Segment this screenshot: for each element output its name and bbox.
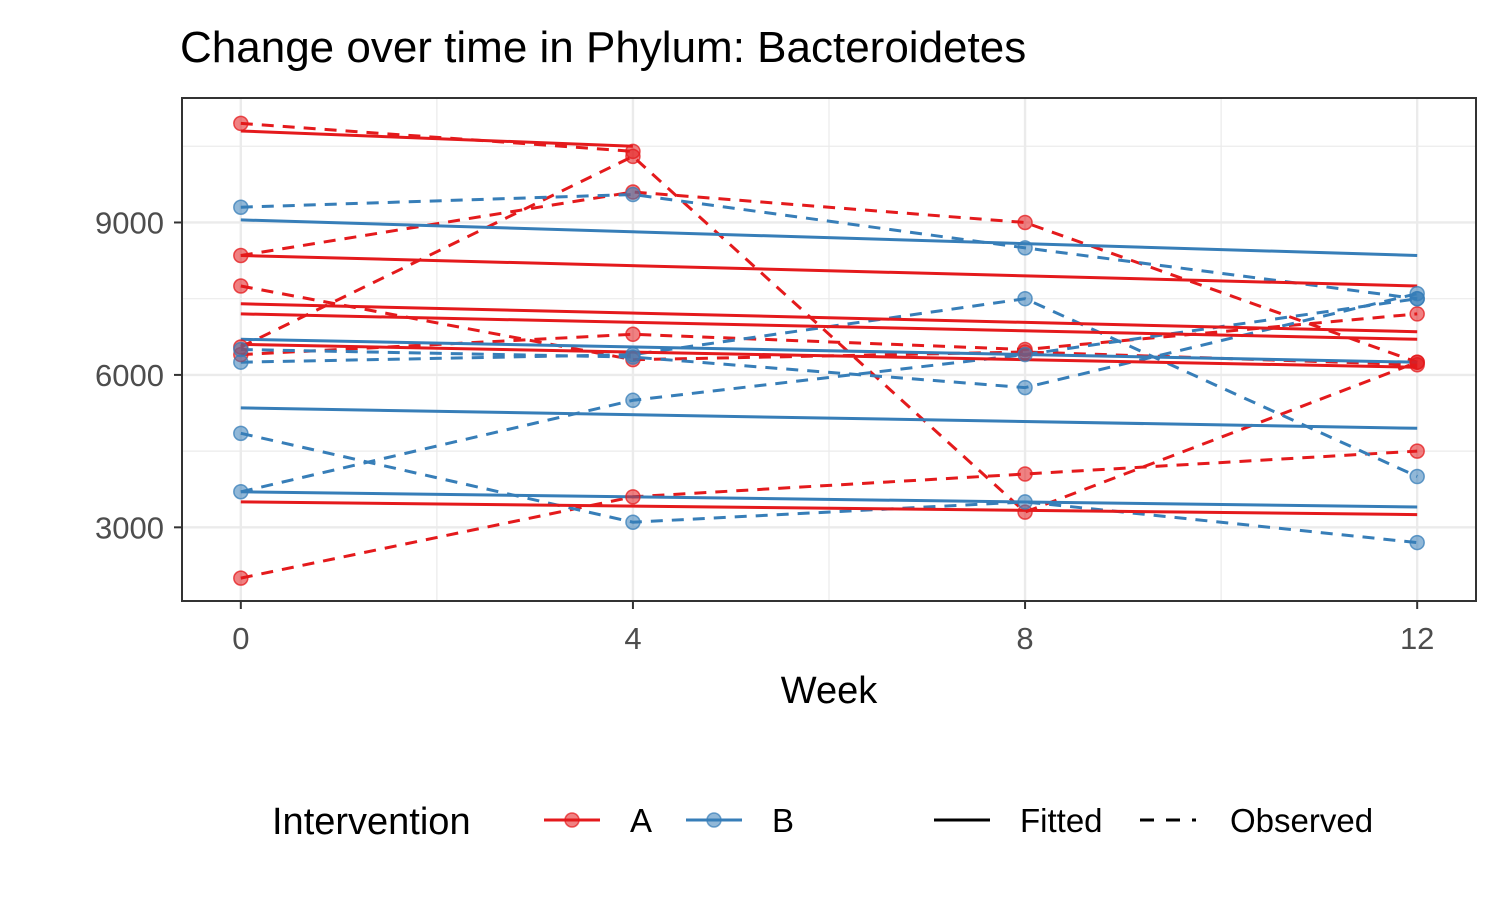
series-b-fitted-19 — [240, 406, 1418, 430]
y-axis: 3000 6000 9000 — [95, 205, 182, 545]
point-b-8-2 — [1017, 290, 1033, 307]
y-tick-label-0: 3000 — [95, 510, 164, 545]
point-b-7-2 — [1017, 379, 1033, 396]
point-a-0-0 — [233, 115, 249, 132]
point-b-9-2 — [1017, 494, 1033, 510]
legend-label-fitted: Fitted — [1020, 802, 1103, 839]
point-b-6-0 — [233, 199, 249, 215]
legend-item-a: A — [544, 802, 652, 839]
legend-label-observed: Observed — [1230, 802, 1373, 839]
point-b-10-0 — [233, 484, 249, 500]
point-b-10-1 — [625, 392, 641, 409]
point-b-10-3 — [1409, 290, 1425, 307]
point-b-9-1 — [625, 514, 641, 530]
legend-label-a: A — [630, 802, 652, 839]
legend-key-point-b — [706, 812, 722, 828]
point-b-8-1 — [625, 346, 641, 363]
series-a-observed-5 — [240, 449, 1418, 580]
legend-key-point-a — [564, 812, 580, 828]
point-a-3-1 — [625, 148, 641, 165]
point-b-8-3 — [1409, 468, 1425, 485]
series-a-fitted-16 — [240, 500, 1418, 517]
point-a-5-2 — [1017, 466, 1033, 482]
point-b-6-1 — [625, 186, 641, 203]
point-a-3-3 — [1409, 354, 1425, 370]
chart-title: Change over time in Phylum: Bacteroidete… — [180, 23, 1026, 72]
legend-item-fitted: Fitted — [934, 802, 1103, 839]
x-tick-label-1: 4 — [624, 621, 641, 656]
y-tick-label-1: 6000 — [95, 358, 164, 393]
series-b-observed-7 — [240, 292, 1418, 390]
series-a-fitted-14 — [240, 312, 1418, 341]
series-a-observed-1 — [240, 190, 1418, 364]
x-tick-label-2: 8 — [1016, 621, 1033, 656]
legend-label-b: B — [772, 802, 794, 839]
series-a-fitted-15 — [240, 342, 1418, 369]
series-a-fitted-13 — [240, 302, 1418, 334]
series-layer — [240, 121, 1418, 580]
x-axis: 0 4 8 12 — [232, 601, 1434, 656]
series-b-fitted-20 — [240, 490, 1418, 509]
series-b-fitted-17 — [240, 218, 1418, 257]
x-tick-label-3: 12 — [1400, 621, 1434, 656]
point-b-7-0 — [233, 341, 249, 358]
x-axis-title: Week — [781, 670, 878, 712]
point-a-4-3 — [1409, 306, 1425, 322]
legend-title-intervention: Intervention — [272, 801, 471, 843]
legend: Intervention A B Fitted Observed — [272, 801, 1373, 843]
legend-item-b: B — [686, 802, 794, 839]
y-tick-label-2: 9000 — [95, 205, 164, 240]
point-b-10-2 — [1017, 346, 1033, 363]
series-b-observed-6 — [240, 193, 1418, 301]
point-a-4-1 — [625, 326, 641, 343]
point-a-5-1 — [625, 489, 641, 505]
point-a-1-0 — [233, 247, 249, 264]
x-tick-label-0: 0 — [232, 621, 249, 656]
series-b-observed-9 — [240, 431, 1418, 545]
point-a-1-2 — [1017, 214, 1033, 231]
point-b-9-0 — [233, 425, 249, 442]
points-layer — [233, 115, 1425, 586]
legend-item-observed: Observed — [1140, 802, 1373, 839]
series-a-observed-3 — [240, 154, 1418, 514]
series-b-fitted-18 — [240, 337, 1418, 364]
point-b-6-2 — [1017, 240, 1033, 256]
point-a-2-0 — [233, 278, 249, 294]
point-b-8-0 — [233, 354, 249, 370]
point-a-5-3 — [1409, 443, 1425, 459]
point-a-5-0 — [233, 570, 249, 586]
plot-border — [181, 97, 1477, 602]
series-a-fitted-12 — [240, 254, 1418, 288]
series-a-fitted-11 — [240, 129, 633, 148]
point-b-9-3 — [1409, 534, 1425, 551]
